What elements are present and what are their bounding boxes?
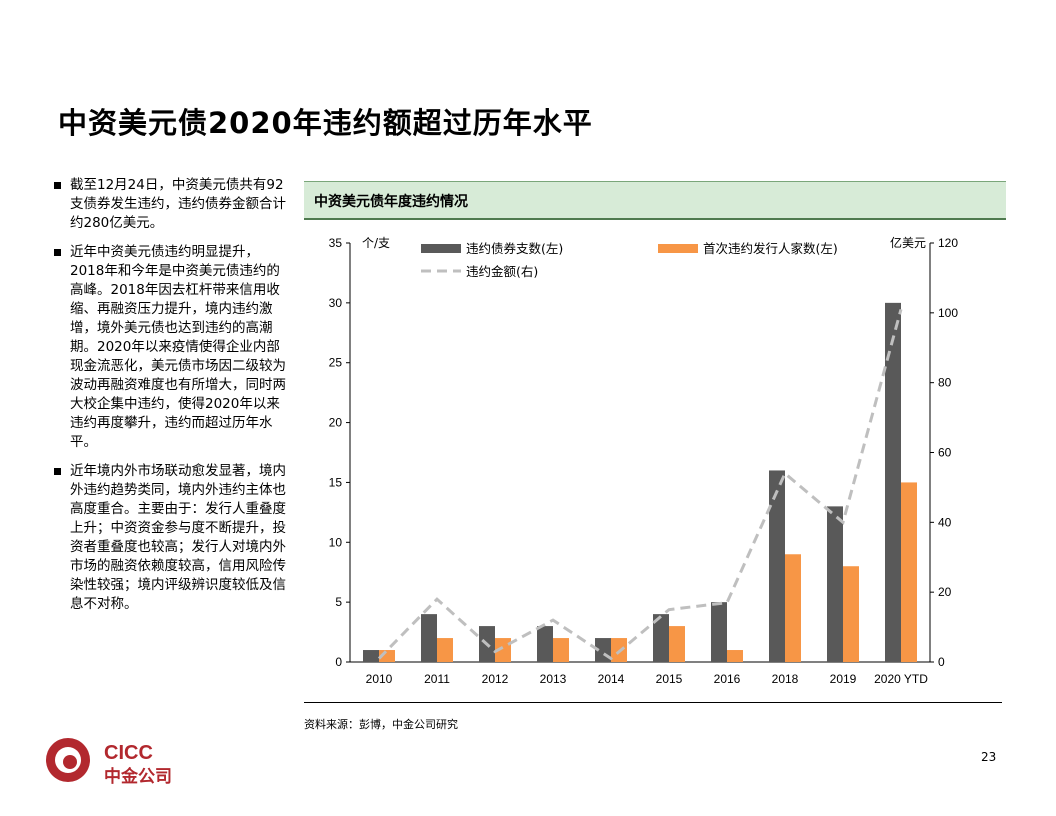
legend-label-defaulted-bonds: 违约债券支数(左) (466, 241, 563, 256)
x-tick-label: 2016 (714, 672, 741, 686)
bullet-item-2: 近年中资美元债违约明显提升，2018年和今年是中资美元债违约的高峰。2018年因… (52, 243, 292, 452)
x-tick-label: 2012 (482, 672, 509, 686)
y-tick-label-left: 5 (335, 595, 342, 609)
x-tick-label: 2015 (656, 672, 683, 686)
bullet-item-1: 截至12月24日，中资美元债共有92支债券发生违约，违约债券金额合计约280亿美… (52, 176, 292, 233)
y-axis-left-unit: 个/支 (362, 236, 390, 250)
bar-first-default-issuers (843, 566, 859, 662)
default-bar-chart: 0 5 10 15 20 25 30 35 0 20 40 60 80 100 120 个/支 亿美元 2010 2… (329, 235, 959, 686)
source-divider (304, 702, 1002, 703)
x-tick-label: 2013 (540, 672, 567, 686)
x-tick-label: 2019 (830, 672, 857, 686)
bar-defaulted-bonds (885, 302, 901, 662)
bar-first-default-issuers (553, 638, 569, 662)
x-tick-label: 2014 (598, 672, 625, 686)
chart-header: 中资美元债年度违约情况 (304, 181, 1006, 220)
y-tick-label-right: 80 (938, 376, 952, 390)
page-title: 中资美元债2020年违约额超过历年水平 (58, 106, 593, 140)
y-tick-label-right: 40 (938, 515, 952, 529)
x-tick-label: 2010 (366, 672, 393, 686)
legend-swatch-defaulted-bonds (421, 244, 461, 253)
y-tick-label-left: 25 (329, 356, 343, 370)
page-number: 23 (981, 750, 997, 764)
bar-first-default-issuers (727, 650, 743, 662)
bar-defaulted-bonds (653, 614, 669, 662)
y-tick-label-right: 120 (938, 236, 958, 250)
bar-first-default-issuers (901, 482, 917, 662)
y-tick-label-right: 100 (938, 306, 958, 320)
bar-defaulted-bonds (827, 506, 843, 662)
logo-chinese: 中金公司 (104, 766, 172, 787)
bullet-list: 截至12月24日，中资美元债共有92支债券发生违约，违约债券金额合计约280亿美… (52, 176, 292, 624)
y-tick-label-right: 0 (938, 655, 945, 669)
bar-first-default-issuers (495, 638, 511, 662)
bar-defaulted-bonds (363, 650, 379, 662)
bar-defaulted-bonds (711, 602, 727, 662)
y-tick-label-left: 10 (329, 535, 343, 549)
cicc-logo: CICC 中金公司 (46, 738, 172, 787)
logo-mark-dot (63, 755, 77, 769)
legend-swatch-first-default-issuers (658, 244, 698, 253)
logo-latin: CICC (104, 742, 153, 764)
y-tick-label-left: 0 (335, 655, 342, 669)
x-tick-label: 2018 (772, 672, 799, 686)
bar-first-default-issuers (379, 650, 395, 662)
y-tick-label-right: 20 (938, 585, 952, 599)
y-axis-right-unit: 亿美元 (890, 235, 926, 250)
source-note: 资料来源：彭博，中金公司研究 (304, 718, 458, 731)
legend-label-first-default-issuers: 首次违约发行人家数(左) (703, 241, 838, 256)
bar-defaulted-bonds (537, 626, 553, 662)
bar-first-default-issuers (669, 626, 685, 662)
y-tick-label-left: 20 (329, 416, 343, 430)
line-default-amount (377, 308, 903, 661)
bar-defaulted-bonds (421, 614, 437, 662)
y-tick-label-right: 60 (938, 446, 952, 460)
x-tick-label: 2020 YTD (874, 672, 928, 686)
x-tick-label: 2011 (424, 672, 450, 686)
bar-first-default-issuers (437, 638, 453, 662)
bullet-item-3: 近年境内外市场联动愈发显著，境内外违约趋势类同，境内外违约主体也高度重合。主要由… (52, 462, 292, 614)
legend-label-default-amount: 违约金额(右) (466, 264, 538, 279)
y-tick-label-left: 15 (329, 475, 343, 489)
y-tick-label-left: 30 (329, 296, 343, 310)
bar-first-default-issuers (785, 554, 801, 662)
bar-defaulted-bonds (769, 470, 785, 662)
chart-header-title: 中资美元债年度违约情况 (314, 194, 468, 210)
y-tick-label-left: 35 (329, 236, 343, 250)
